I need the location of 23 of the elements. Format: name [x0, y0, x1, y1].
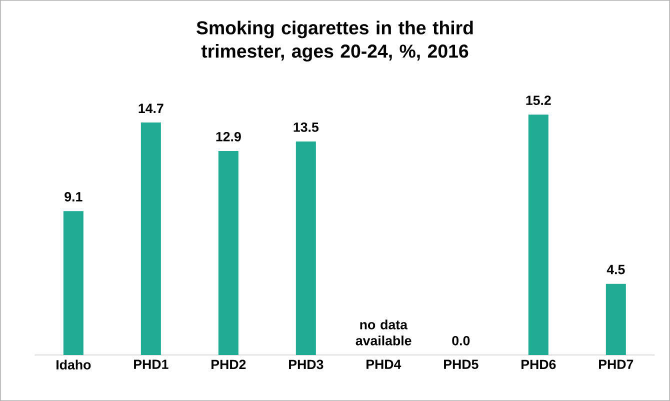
bar [528, 114, 548, 355]
bar [140, 122, 161, 355]
bar [63, 211, 84, 355]
data-label: 4.5 [606, 264, 625, 274]
data-label: 15.2 [526, 96, 551, 106]
annotation: no data available [356, 320, 412, 346]
bar [218, 151, 238, 355]
x-tick-label: PHD3 [289, 360, 324, 370]
x-tick-label: PHD2 [212, 360, 246, 370]
x-tick-label: PHD1 [134, 360, 168, 369]
x-tick-label: PHD5 [444, 360, 478, 370]
data-label: 9.1 [64, 192, 82, 202]
data-label: 13.5 [294, 122, 319, 132]
data-label: 12.9 [216, 132, 241, 142]
bar [606, 284, 626, 355]
data-label: 14.7 [138, 104, 164, 113]
data-label: 0.0 [452, 336, 470, 346]
x-tick-label: PHD6 [522, 360, 556, 370]
bar [296, 142, 316, 355]
x-tick-label: PHD4 [366, 360, 402, 369]
x-tick-label: Idaho [56, 360, 91, 370]
x-tick-label: PHD7 [599, 360, 634, 369]
chart-title: Smoking cigarettes in the third trimester, ages 20-24, %, 2016 [196, 20, 473, 62]
